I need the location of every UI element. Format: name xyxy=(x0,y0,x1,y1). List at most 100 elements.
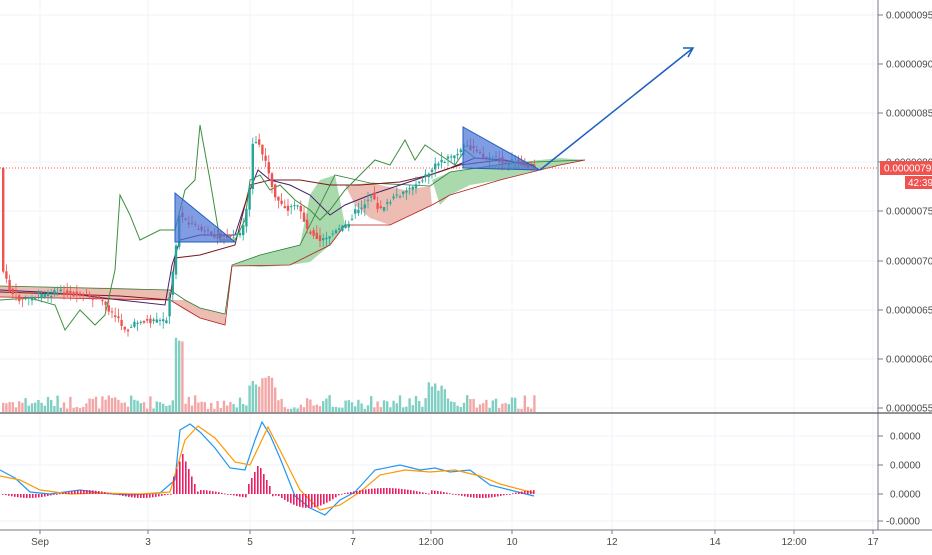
candle-body-120[interactable] xyxy=(386,202,389,204)
candle-body-106[interactable] xyxy=(341,225,344,231)
candle-body-103[interactable] xyxy=(331,233,334,235)
candle-body-109[interactable] xyxy=(350,218,354,220)
candle-body-143[interactable] xyxy=(459,149,462,153)
candle-body-133[interactable] xyxy=(427,173,430,178)
candle-body-102[interactable] xyxy=(328,236,331,239)
candle-body-101[interactable] xyxy=(325,237,328,240)
candle-body-18[interactable] xyxy=(59,289,62,292)
candle-body-53[interactable] xyxy=(171,271,174,295)
candle-body-125[interactable] xyxy=(402,191,405,194)
candle-body-13[interactable] xyxy=(43,294,46,297)
candle-body-37[interactable] xyxy=(120,319,123,326)
candle-body-100[interactable] xyxy=(322,238,325,241)
candle-body-80[interactable] xyxy=(258,139,261,145)
candle-body-44[interactable] xyxy=(142,320,146,323)
candle-body-0[interactable] xyxy=(2,167,5,272)
macd-pane[interactable] xyxy=(0,420,535,516)
candle-body-71[interactable] xyxy=(229,234,232,237)
candle-body-75[interactable] xyxy=(242,225,245,236)
candle-body-112[interactable] xyxy=(360,207,363,209)
candle-body-77[interactable] xyxy=(248,189,251,210)
candle-body-26[interactable] xyxy=(85,294,88,296)
candle-body-136[interactable] xyxy=(437,163,440,166)
candle-body-95[interactable] xyxy=(306,219,309,229)
candle-body-93[interactable] xyxy=(299,205,302,212)
candle-body-142[interactable] xyxy=(456,153,459,156)
candle-body-134[interactable] xyxy=(430,169,434,172)
drawings[interactable] xyxy=(174,47,695,243)
candle-body-28[interactable] xyxy=(91,297,94,300)
candle-body-36[interactable] xyxy=(117,316,120,319)
candle-body-127[interactable] xyxy=(408,187,411,189)
candle-body-110[interactable] xyxy=(354,209,357,214)
candle-body-141[interactable] xyxy=(453,155,456,159)
descending-triangle-2[interactable] xyxy=(462,126,541,171)
candle-body-92[interactable] xyxy=(296,205,299,207)
candle-body-31[interactable] xyxy=(101,300,104,302)
candle-body-54[interactable] xyxy=(174,245,178,275)
candle-body-11[interactable] xyxy=(37,292,40,295)
candle-body-137[interactable] xyxy=(440,159,443,163)
candle-body-30[interactable] xyxy=(98,296,101,298)
candle-body-38[interactable] xyxy=(123,326,126,330)
candle-body-111[interactable] xyxy=(357,209,360,214)
candle-body-15[interactable] xyxy=(50,296,53,298)
candle-body-104[interactable] xyxy=(334,230,338,234)
projection-arrow-line[interactable] xyxy=(539,47,694,171)
candle-body-49[interactable] xyxy=(158,319,162,321)
candle-body-43[interactable] xyxy=(139,321,142,323)
candle-body-14[interactable] xyxy=(46,291,50,296)
candle-body-105[interactable] xyxy=(338,228,341,230)
candle-body-86[interactable] xyxy=(277,196,280,201)
candle-body-25[interactable] xyxy=(82,294,85,296)
candle-body-115[interactable] xyxy=(370,196,373,198)
candle-body-47[interactable] xyxy=(152,319,155,322)
candle-body-21[interactable] xyxy=(69,291,72,296)
candle-body-5[interactable] xyxy=(18,295,21,302)
candle-body-117[interactable] xyxy=(376,203,379,209)
candle-body-139[interactable] xyxy=(446,156,450,159)
candle-body-114[interactable] xyxy=(366,199,370,201)
candle-body-1[interactable] xyxy=(5,271,8,279)
candle-body-74[interactable] xyxy=(238,232,242,236)
candle-body-23[interactable] xyxy=(75,291,78,296)
candle-body-108[interactable] xyxy=(347,223,350,228)
candle-body-40[interactable] xyxy=(130,326,133,328)
candle-body-41[interactable] xyxy=(133,321,136,327)
candle-body-99[interactable] xyxy=(318,235,322,242)
candle-body-85[interactable] xyxy=(274,184,277,198)
candle-body-122[interactable] xyxy=(392,196,395,199)
candle-body-17[interactable] xyxy=(56,292,59,294)
candle-body-140[interactable] xyxy=(450,156,453,158)
candle-body-8[interactable] xyxy=(27,297,30,299)
candle-body-29[interactable] xyxy=(94,297,98,300)
candle-body-116[interactable] xyxy=(373,192,376,200)
current-price-badge[interactable] xyxy=(880,161,932,175)
candle-body-32[interactable] xyxy=(104,301,107,305)
candle-body-83[interactable] xyxy=(267,162,270,174)
candle-body-97[interactable] xyxy=(312,230,315,236)
projection-arrow-head[interactable] xyxy=(683,47,695,58)
candle-body-118[interactable] xyxy=(379,206,382,209)
candle-body-19[interactable] xyxy=(62,292,66,296)
candle-body-124[interactable] xyxy=(398,196,402,198)
candle-body-34[interactable] xyxy=(110,311,114,313)
candle-body-73[interactable] xyxy=(235,234,238,236)
candle-body-79[interactable] xyxy=(254,142,258,144)
candle-body-51[interactable] xyxy=(165,320,168,324)
candle-body-138[interactable] xyxy=(443,161,446,163)
candle-body-24[interactable] xyxy=(78,293,82,296)
candle-body-4[interactable] xyxy=(14,291,18,293)
candle-body-107[interactable] xyxy=(344,224,347,229)
candle-body-12[interactable] xyxy=(40,293,43,299)
candle-body-81[interactable] xyxy=(261,144,264,155)
candle-body-130[interactable] xyxy=(418,181,421,183)
candle-body-7[interactable] xyxy=(24,298,27,300)
descending-triangle-1[interactable] xyxy=(174,191,237,243)
candle-body-132[interactable] xyxy=(424,174,427,177)
candle-body-46[interactable] xyxy=(149,318,152,324)
candle-body-123[interactable] xyxy=(395,194,398,196)
candle-body-6[interactable] xyxy=(21,298,24,300)
